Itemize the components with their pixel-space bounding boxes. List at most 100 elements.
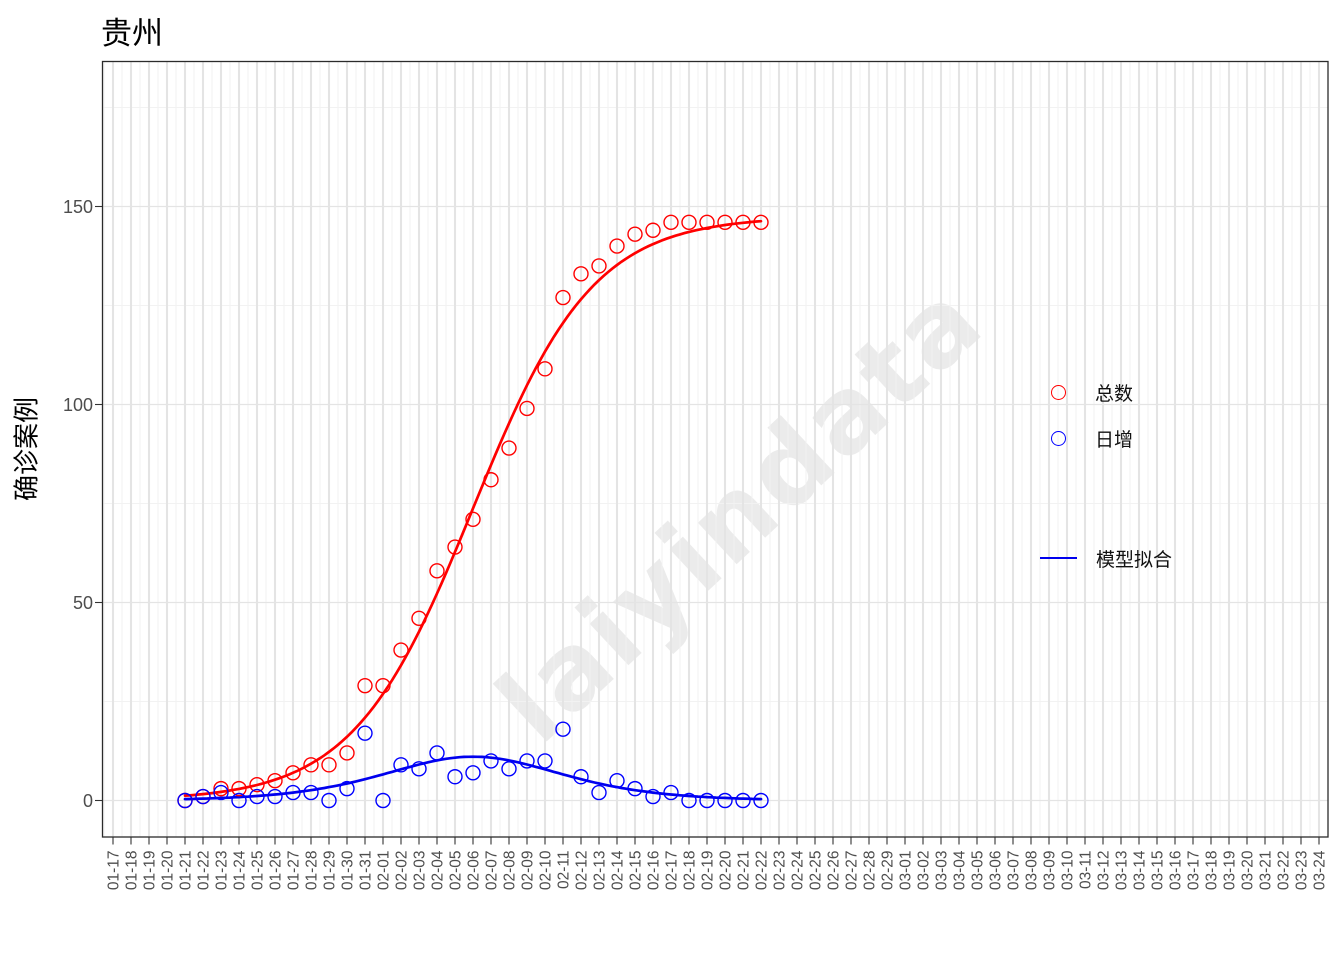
major-gridlines (102, 61, 1328, 837)
x-tick-label: 03-05 (970, 851, 987, 891)
data-point (537, 361, 553, 377)
data-point (501, 440, 517, 456)
data-point (717, 792, 733, 809)
y-tick-label: 100 (63, 395, 93, 415)
data-point (753, 214, 769, 231)
x-tick-label: 03-10 (1060, 850, 1077, 890)
x-tick-label: 02-12 (574, 851, 591, 891)
data-point (411, 761, 427, 777)
x-tick-label: 02-28 (862, 851, 879, 891)
data-point (303, 757, 319, 773)
x-tick-label: 03-14 (1132, 850, 1149, 890)
data-point (537, 753, 553, 769)
x-tick-label: 01-20 (160, 850, 177, 890)
data-point (699, 792, 715, 809)
data-point (591, 258, 607, 274)
x-tick-label: 02-10 (538, 850, 555, 890)
y-tick-label: 150 (63, 197, 93, 217)
x-tick-label: 03-03 (934, 851, 951, 891)
x-tick-label: 02-06 (466, 851, 483, 891)
x-tick-label: 02-24 (790, 850, 807, 890)
x-tick-label: 02-23 (772, 851, 789, 891)
data-point (717, 214, 733, 231)
model-fit-line-swatch (1040, 556, 1077, 560)
y-axis-title: 确诊案例 (12, 396, 42, 502)
x-tick-label: 03-07 (1006, 851, 1023, 891)
data-point (483, 753, 499, 769)
data-point (681, 214, 697, 231)
data-point (429, 563, 445, 579)
data-point (213, 780, 229, 797)
x-tick-label: 01-26 (268, 851, 285, 891)
x-tick-label: 03-11 (1078, 851, 1095, 890)
data-point (321, 792, 337, 809)
x-tick-label: 03-19 (1222, 851, 1239, 891)
x-tick-label: 03-21 (1258, 851, 1275, 891)
x-tick-label: 02-11 (556, 851, 573, 890)
data-point (357, 677, 373, 694)
data-point (627, 226, 643, 242)
x-tick-label: 01-25 (250, 851, 267, 891)
x-tick-label: 01-30 (340, 850, 357, 890)
data-point (501, 761, 517, 777)
data-point (411, 610, 427, 627)
daily-points (177, 721, 769, 809)
data-point (555, 289, 571, 306)
total-circle-swatch (1051, 384, 1066, 400)
x-tick-label: 03-06 (988, 851, 1005, 891)
data-point (177, 792, 193, 809)
x-tick-label: 02-15 (628, 851, 645, 891)
x-tick-label: 02-21 (736, 851, 753, 891)
x-tick-label: 02-07 (484, 851, 501, 891)
x-tick-label: 03-23 (1294, 851, 1311, 891)
data-point (267, 773, 283, 789)
y-tick-label: 0 (83, 791, 93, 811)
x-tick-labels: 01-17 01-18 01-19 01-20 01-21 01-22 01-23 01-24… (106, 850, 1329, 890)
x-tick-label: 01-29 (322, 851, 339, 891)
x-tick-label: 01-22 (196, 851, 213, 891)
data-point (339, 780, 355, 797)
x-tick-label: 02-08 (502, 851, 519, 891)
x-tick-label: 01-21 (178, 851, 195, 891)
data-point (213, 784, 229, 801)
data-point (375, 677, 391, 694)
data-point (339, 745, 355, 761)
data-point (285, 784, 301, 801)
minor-gridlines (102, 61, 1328, 837)
x-tick-label: 02-29 (880, 851, 897, 891)
data-point (591, 784, 607, 801)
x-tick-label: 01-31 (358, 851, 375, 891)
data-point (285, 765, 301, 781)
x-tick-label: 02-17 (664, 851, 681, 891)
legend-label-daily: 日增 (1095, 429, 1134, 451)
x-tick-label: 02-26 (826, 851, 843, 891)
data-point (447, 539, 463, 555)
data-point (663, 214, 679, 231)
data-point (573, 266, 589, 282)
data-point (753, 792, 769, 809)
x-tick-label: 03-20 (1240, 850, 1257, 890)
x-tick-label: 03-02 (916, 851, 933, 891)
data-point (393, 757, 409, 773)
x-tick-label: 03-13 (1114, 851, 1131, 891)
data-point (645, 222, 661, 238)
panel-border (101, 60, 1329, 838)
data-point (681, 792, 697, 809)
x-tick-label: 03-09 (1042, 851, 1059, 891)
data-point (627, 780, 643, 797)
x-tick-label: 02-18 (682, 851, 699, 891)
x-tick-label: 03-22 (1276, 851, 1293, 891)
data-point (249, 788, 265, 805)
data-point (321, 757, 337, 773)
x-tick-label: 02-19 (700, 851, 717, 891)
x-tick-label: 01-28 (304, 851, 321, 891)
x-tick-label: 03-24 (1312, 850, 1329, 890)
data-point (609, 773, 625, 789)
x-tick-label: 02-20 (718, 850, 735, 890)
legend-item-model-fit: 模型拟合 (1040, 547, 1172, 571)
x-tick-label: 02-05 (448, 851, 465, 891)
axis-ticks (95, 205, 1320, 845)
x-tick-label: 03-15 (1150, 851, 1167, 891)
data-point (429, 745, 445, 761)
